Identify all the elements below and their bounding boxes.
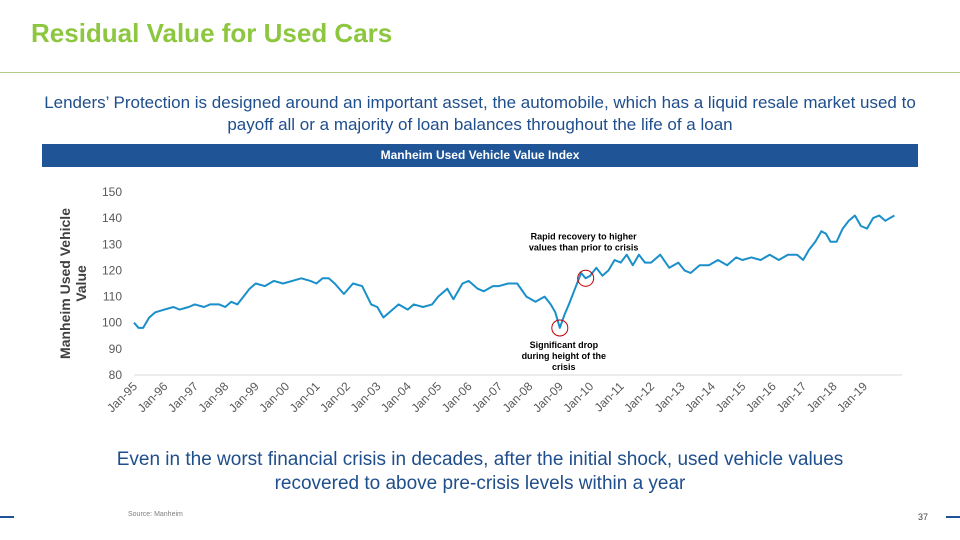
footer-accent-right [946,516,960,518]
conclusion-text: Even in the worst financial crisis in de… [116,449,844,494]
y-tick-label: 150 [102,185,122,199]
x-tick-label: Jan-12 [621,379,657,415]
x-tick-label: Jan-03 [348,379,384,415]
x-tick-label: Jan-15 [713,379,749,415]
intro-text: Lenders’ Protection is designed around a… [44,93,916,134]
x-tick-label: Jan-13 [652,379,688,415]
residual-value-chart: 80 90 100 110 120 130 140 150 Jan-95Jan-96Jan-97… [57,185,902,415]
y-tick-label: 130 [102,237,122,251]
chart-banner: Manheim Used Vehicle Value Index [42,144,918,167]
x-tick-label: Jan-19 [834,379,870,415]
footer-accent-left [0,516,14,518]
x-tick-label: Jan-98 [196,379,232,415]
x-tick-label: Jan-97 [165,379,201,415]
x-tick-label: Jan-01 [287,379,323,415]
x-tick-label: Jan-09 [530,379,566,415]
x-tick-label: Jan-17 [773,379,809,415]
recovery-annotation-circle [577,269,595,287]
y-tick-label: 110 [103,290,122,304]
y-axis-label: Manheim Used VehicleValue [57,208,89,359]
x-tick-label: Jan-10 [561,379,597,415]
page-number: 37 [918,512,929,522]
y-tick-label: 140 [102,211,122,225]
drop-annotation-text: Significant drop during height of the cris… [522,340,607,372]
x-tick-label: Jan-06 [439,379,475,415]
drop-annotation-circle [551,319,569,337]
x-tick-label: Jan-05 [408,379,444,415]
x-tick-label: Jan-16 [743,379,779,415]
x-tick-label: Jan-14 [682,379,718,415]
y-tick-label: 120 [102,263,122,277]
y-tick-label: 90 [109,342,123,356]
x-tick-label: Jan-08 [500,379,536,415]
x-tick-label: Jan-07 [469,379,505,415]
source-note: Source: Manheim [128,511,183,518]
x-tick-label: Jan-18 [804,379,840,415]
x-tick-label: Jan-95 [104,379,140,415]
x-tick-label: Jan-99 [226,379,262,415]
series-line [133,214,895,329]
x-tick-label: Jan-96 [135,379,171,415]
x-tick-label: Jan-04 [378,379,414,415]
recovery-annotation-text: Rapid recovery to higher values than prio… [529,231,639,252]
x-tick-label: Jan-02 [317,379,353,415]
x-tick-label: Jan-00 [256,379,292,415]
slide-title: Residual Value for Used Cars [31,18,393,48]
title-divider [0,72,960,73]
x-tick-label: Jan-11 [592,379,627,414]
y-tick-label: 100 [102,316,122,330]
y-tick-label: 80 [109,368,123,382]
